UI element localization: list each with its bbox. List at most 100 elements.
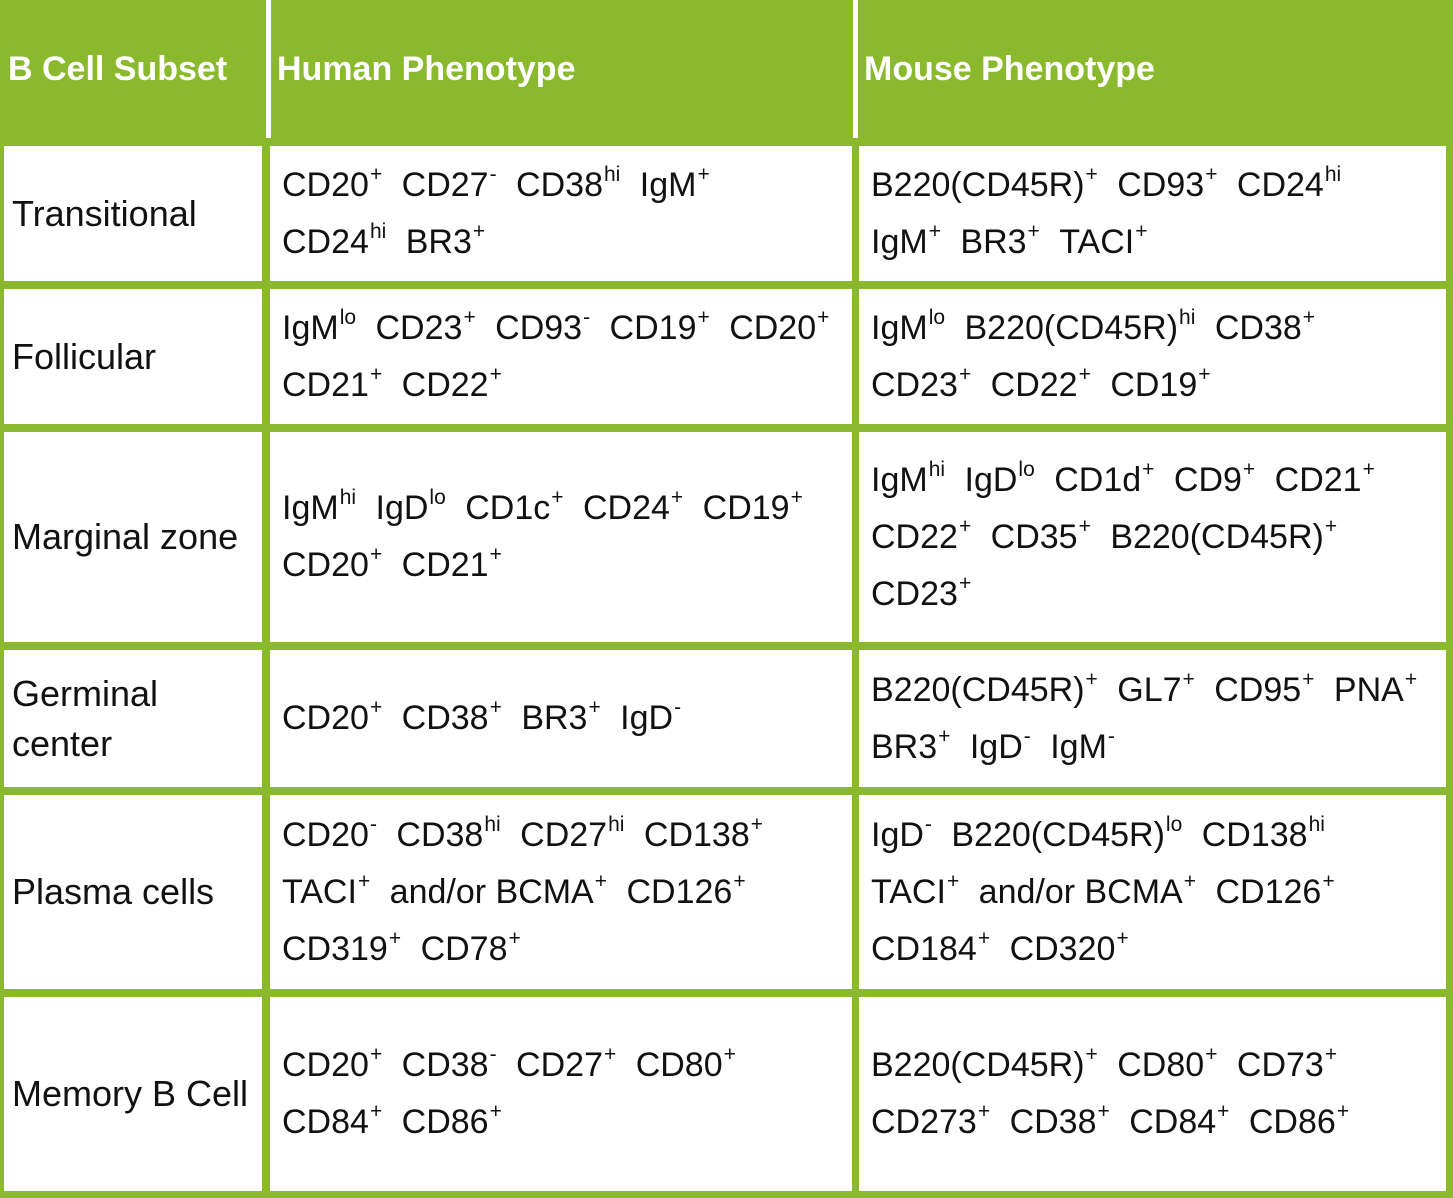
marker: CD80+ [1117,1037,1217,1094]
human-phenotype-cell: CD20+ CD38+ BR3+ IgD- [270,650,852,787]
marker-expression: + [1182,667,1195,691]
marker: CD78+ [421,921,521,978]
marker: TACI+ [871,864,959,921]
mouse-marker-list: IgMlo B220(CD45R)hi CD38+ CD23+ CD22+ CD… [871,300,1436,414]
marker-expression: + [489,696,502,719]
marker-name: CD86 [1248,1103,1336,1141]
marker-expression: + [1302,667,1315,691]
marker-expression: + [369,696,383,719]
marker: IgD- [620,690,681,747]
marker-expression: hi [608,812,625,836]
marker-name: CD38 [1214,308,1302,347]
marker-expression: - [489,162,497,186]
mouse-marker-list: B220(CD45R)+ GL7+ CD95+ PNA+ BR3+ IgD- I… [871,662,1436,776]
marker: CD21+ [1275,452,1375,509]
subset-label: Memory B Cell [12,1073,249,1114]
marker-expression: + [958,571,972,595]
marker-name: CD23 [871,574,958,613]
marker-expression: lo [1018,457,1035,481]
marker-expression: + [1135,219,1148,243]
marker: IgMhi [871,452,945,509]
marker-name: CD84 [1129,1103,1217,1141]
marker: CD24+ [583,480,683,537]
marker-expression: + [1085,667,1098,691]
marker-name: IgM [871,222,928,261]
marker-expression: + [594,869,608,893]
marker-expression: + [938,724,951,748]
marker-name: CD22 [871,517,958,556]
marker: CD38- [402,1037,497,1094]
marker-expression: hi [603,162,621,186]
mouse-marker-list: IgD- B220(CD45R)lo CD138hi TACI+ and/or … [871,807,1436,978]
marker: CD84+ [282,1094,382,1151]
marker-name: CD20 [282,546,369,584]
marker: CD20+ [282,537,382,594]
marker: BR3+ [406,214,485,271]
marker-expression: + [928,219,941,243]
marker-expression: hi [1179,305,1196,329]
marker-name: BR3 [871,727,938,766]
marker-expression: - [489,1043,497,1066]
marker-name: CD86 [401,1103,489,1141]
marker-expression: + [733,869,746,893]
marker-name: CD126 [626,872,733,911]
marker-expression: - [583,305,591,329]
marker: CD73+ [1237,1037,1337,1094]
marker-name: CD38 [396,815,484,854]
marker: and/or BCMA+ [979,864,1196,921]
marker: CD23+ [871,566,971,623]
human-marker-list: IgMlo CD23+ CD93- CD19+ CD20+ CD21+ CD22… [282,300,842,414]
marker-expression: + [1324,1043,1338,1066]
marker-expression: + [958,514,972,538]
subset-cell: Follicular [4,289,262,424]
marker-name: CD20 [282,699,369,737]
marker: CD20+ [282,690,382,747]
marker-expression: + [489,543,502,566]
marker-expression: hi [339,486,357,509]
mouse-phenotype-cell: B220(CD45R)+ GL7+ CD95+ PNA+ BR3+ IgD- I… [859,650,1446,787]
marker-name: CD21 [401,546,489,584]
marker-name: CD80 [635,1046,723,1084]
marker: CD19+ [703,480,803,537]
marker-expression: + [697,305,710,329]
marker: CD23+ [376,300,476,357]
marker-expression: - [1023,724,1031,748]
marker: IgDlo [376,480,446,537]
header-subset-label: B Cell Subset [8,49,228,88]
marker: CD20- [282,807,377,864]
human-phenotype-cell: CD20+ CD27- CD38hi IgM+ CD24hi BR3+ [270,146,852,281]
marker-name: B220(CD45R) [1110,517,1324,556]
marker-name: IgM [1050,727,1107,766]
marker-expression: + [1198,362,1211,386]
marker-name: TACI [282,872,357,911]
marker-name: PNA [1333,670,1404,709]
marker-expression: - [924,812,932,836]
marker: CD20+ [282,1037,382,1094]
marker-expression: + [723,1043,736,1066]
marker-name: B220(CD45R) [951,815,1165,854]
subset-label: Germinal center [12,672,159,764]
marker-name: CD319 [282,929,388,968]
marker: CD20+ [282,157,382,214]
marker: CD22+ [991,357,1091,414]
marker-expression: + [1302,305,1316,329]
mouse-phenotype-cell: B220(CD45R)+ CD93+ CD24hi IgM+ BR3+ TACI… [859,146,1446,281]
subset-label: Marginal zone [12,516,239,557]
marker: CD93+ [1117,157,1217,214]
marker: IgM+ [871,214,941,271]
marker-name: CD93 [495,308,583,347]
marker-name: CD9 [1173,460,1242,499]
header-divider [853,0,858,138]
marker-name: CD19 [702,489,790,527]
marker: B220(CD45R)lo [951,807,1182,864]
marker: BR3+ [521,690,600,747]
marker: CD126+ [626,864,745,921]
marker-name: CD35 [990,517,1078,556]
marker: CD23+ [871,357,971,414]
marker: B220(CD45R)+ [871,1037,1098,1094]
subset-cell: Marginal zone [4,432,262,642]
marker-name: CD1c [465,489,551,527]
marker: CD84+ [1129,1094,1229,1151]
marker-expression: + [1078,362,1091,386]
marker: IgD- [871,807,932,864]
